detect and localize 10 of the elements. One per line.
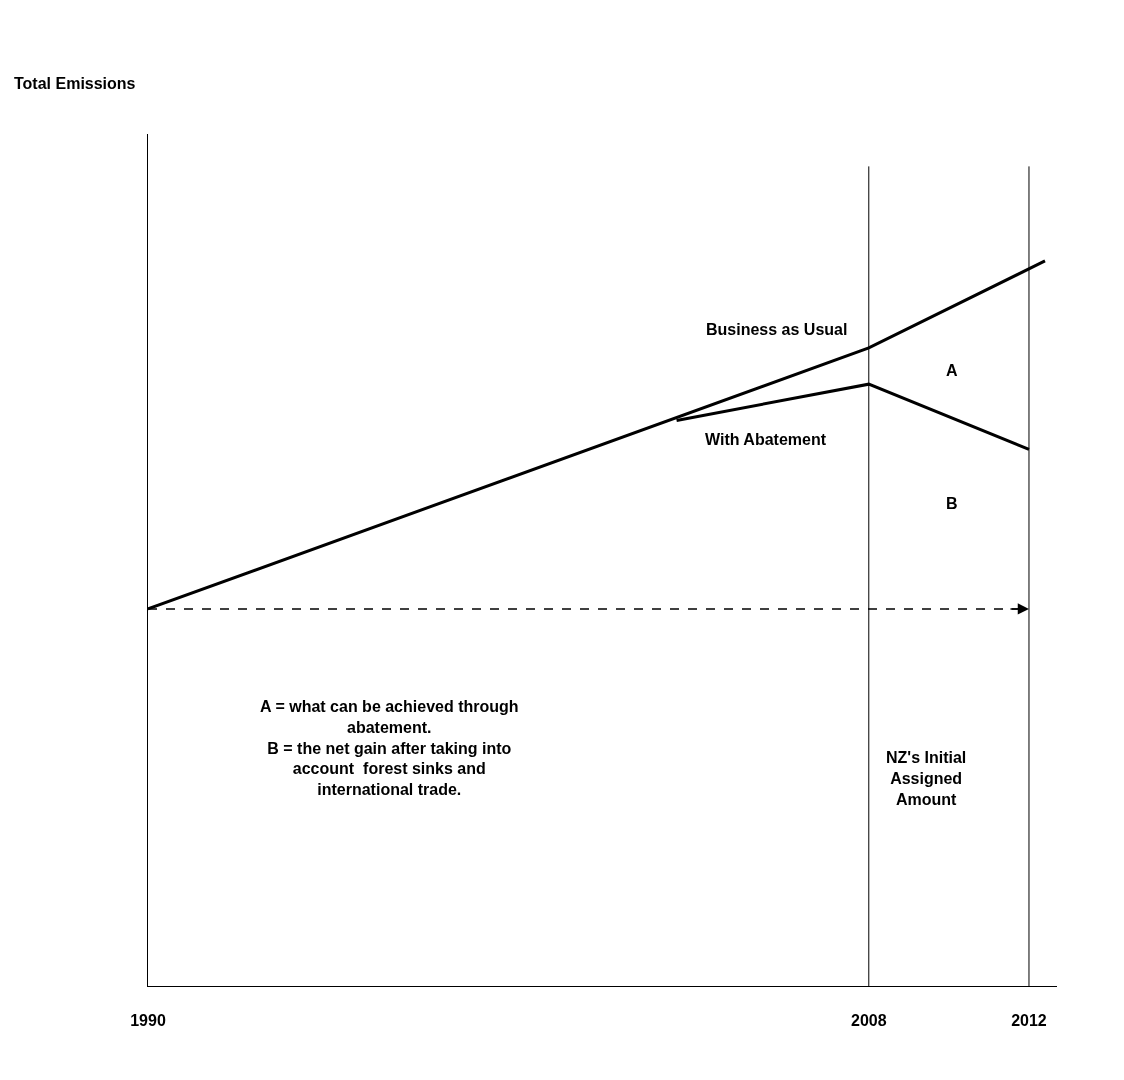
x-tick-label: 2012 bbox=[1011, 1012, 1047, 1030]
annotation: A = what can be achieved through abatement. B = the net gain after taking into account forest sinks and international trade. bbox=[260, 698, 519, 799]
annotation: A bbox=[946, 362, 958, 379]
series-label: With Abatement bbox=[705, 431, 827, 448]
x-tick-label: 2008 bbox=[850, 1012, 887, 1030]
series-label: Business as Usual bbox=[706, 321, 848, 338]
annotation: B bbox=[946, 495, 958, 512]
x-tick-label: 1990 bbox=[130, 1012, 166, 1030]
text: Total Emissions bbox=[14, 75, 136, 92]
annotation: NZ's Initial Assigned Amount bbox=[886, 749, 967, 808]
